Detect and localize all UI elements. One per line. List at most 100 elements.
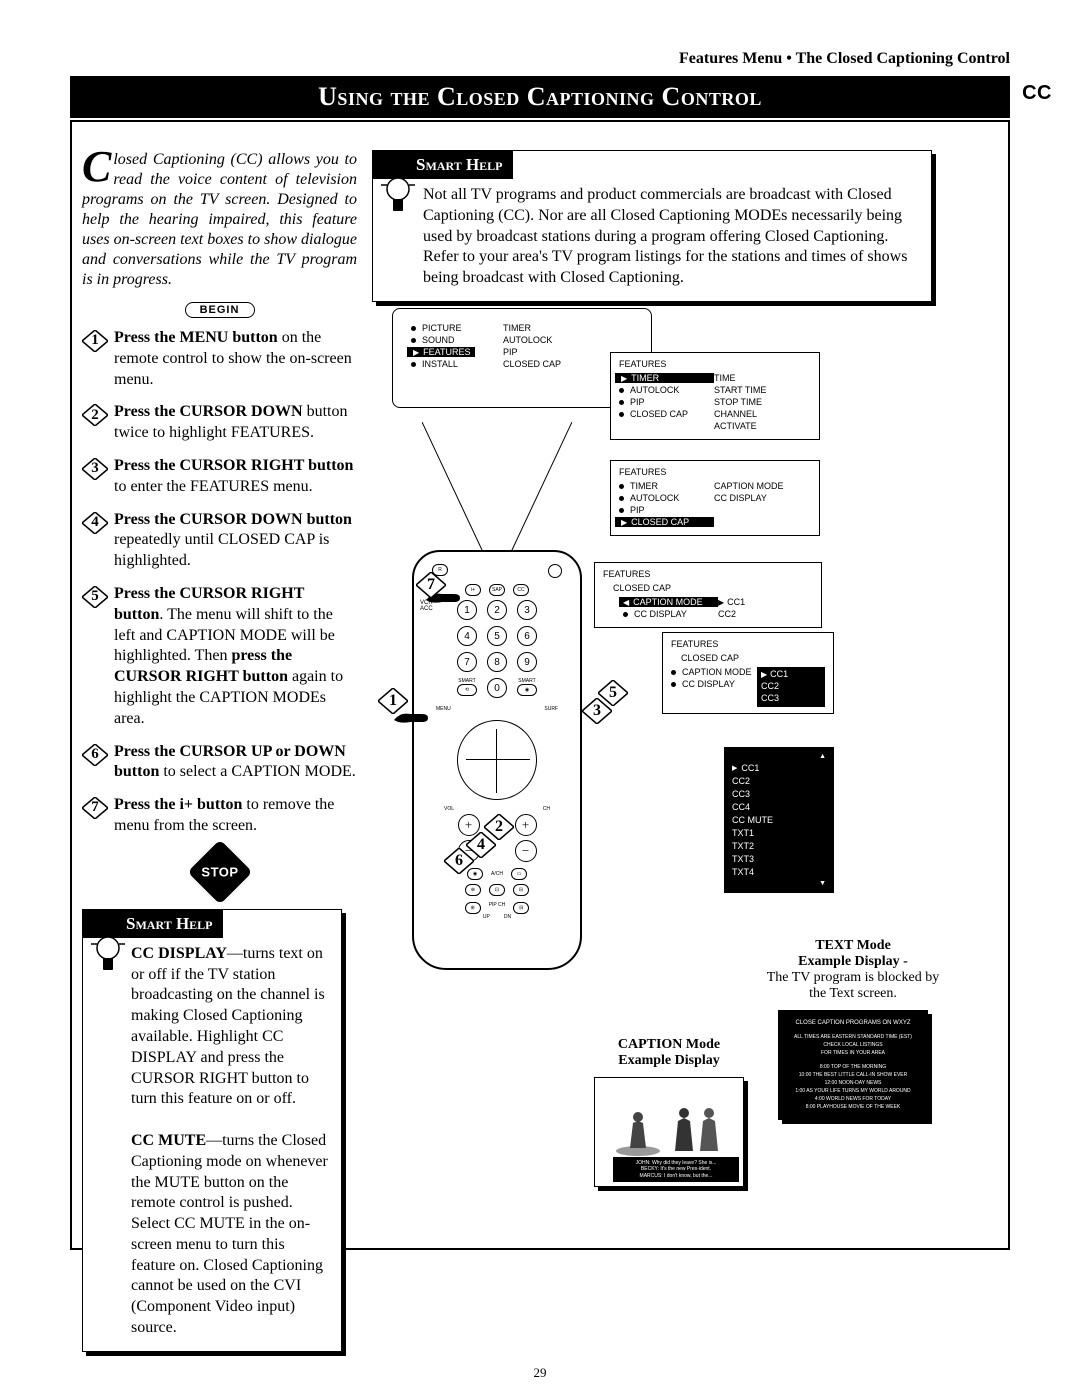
- remote-btn: ▭: [511, 868, 527, 880]
- step-body: Press the CURSOR DOWN button repeatedly …: [114, 510, 357, 572]
- submenu-features-2: FEATURES TIMER AUTOLOCK PIP ▶CLOSED CAP …: [610, 460, 820, 536]
- smart-help-top: Smart Help Not all TV programs and produ…: [372, 150, 932, 302]
- ch-down: −: [515, 840, 537, 862]
- begin-badge: BEGIN: [185, 302, 255, 318]
- menu-item: CC2: [761, 681, 821, 691]
- menu-item: PIP: [503, 347, 561, 357]
- menu-item: ▶CC1: [718, 597, 813, 607]
- page-number: 29: [534, 1365, 547, 1381]
- dpad: [457, 720, 537, 800]
- step-5: 5 Press the CURSOR RIGHT button. The men…: [82, 584, 357, 730]
- menu-item: PICTURE: [411, 323, 475, 333]
- remote-cc-button: CC: [513, 584, 529, 596]
- remote-btn: ⊕: [465, 884, 481, 896]
- step-body: Press the MENU button on the remote cont…: [114, 328, 357, 390]
- steps-list: 1 Press the MENU button on the remote co…: [82, 328, 357, 837]
- step-3: 3 Press the CURSOR RIGHT button to enter…: [82, 456, 357, 498]
- smart-help-left: Smart Help CC DISPLAY—turns text on or o…: [82, 909, 342, 1352]
- menu-item: CHANNEL: [714, 409, 811, 419]
- cc-tag: CC: [1022, 82, 1052, 105]
- step-2: 2 Press the CURSOR DOWN button twice to …: [82, 402, 357, 444]
- step-body: Press the i+ button to remove the menu f…: [114, 795, 357, 837]
- dropcap: C: [82, 150, 113, 184]
- page-title-bar: Using the Closed Captioning Control CC: [70, 76, 1010, 118]
- step-number-1: 1: [82, 330, 108, 352]
- intro-paragraph: C losed Captioning (CC) allows you to re…: [82, 150, 357, 290]
- callout-5: 5: [598, 680, 628, 710]
- step-6: 6 Press the CURSOR UP or DOWN button to …: [82, 742, 357, 784]
- menu-item: TIME: [714, 373, 811, 383]
- menu-label: MENU: [436, 706, 451, 712]
- remote-btn: ⊟: [513, 884, 529, 896]
- ch-up: +: [515, 814, 537, 836]
- menu-item: CC3: [761, 693, 821, 703]
- intro-text: losed Captioning (CC) allows you to read…: [82, 151, 357, 288]
- menu-item: PIP: [619, 505, 714, 515]
- menu-item: START TIME: [714, 385, 811, 395]
- menu-item: CC2: [718, 609, 813, 619]
- step-7: 7 Press the i+ button to remove the menu…: [82, 795, 357, 837]
- menu-item: CLOSED CAP: [619, 409, 714, 419]
- remote-btn: ⊟: [513, 902, 529, 914]
- step-number-3: 3: [82, 458, 108, 480]
- menu-item: ACTIVATE: [714, 421, 811, 431]
- menu-item-selected: ◀CAPTION MODE: [619, 597, 718, 607]
- surf-label: SURF: [544, 706, 558, 712]
- caption-mode-example: CAPTION Mode Example Display JOHN: Why d…: [584, 1037, 754, 1187]
- step-number-6: 6: [82, 744, 108, 766]
- menu-item: CLOSED CAP: [503, 359, 561, 369]
- step-number-7: 7: [82, 797, 108, 819]
- callout-6: 6: [444, 848, 474, 878]
- page-title: Using the Closed Captioning Control: [318, 82, 762, 111]
- menu-item: AUTOLOCK: [619, 493, 714, 503]
- lightbulb-icon: [381, 169, 415, 217]
- remote-sap-button: SAP: [489, 584, 505, 596]
- step-number-5: 5: [82, 586, 108, 608]
- smart-help-body-left: CC DISPLAY—turns text on or off if the T…: [83, 938, 341, 1351]
- step-body: Press the CURSOR DOWN button twice to hi…: [114, 402, 357, 444]
- cc-mode-list: ▲ ▶CC1 CC2 CC3 CC4 CC MUTE TXT1 TXT2 TXT…: [724, 747, 834, 893]
- diagram-area: PICTURE SOUND ▶FEATURES INSTALL TIMER AU…: [372, 302, 942, 1232]
- step-body: Press the CURSOR UP or DOWN button to se…: [114, 742, 357, 784]
- people-icon: [610, 1093, 730, 1163]
- submenu-closedcap-1: FEATURES CLOSED CAP ◀CAPTION MODE CC DIS…: [594, 562, 822, 628]
- menu-item: STOP TIME: [714, 397, 811, 407]
- menu-item-selected: ▶TIMER: [615, 373, 714, 383]
- menu-item-selected: ▶CLOSED CAP: [615, 517, 714, 527]
- callout-7: 7: [416, 572, 446, 602]
- stop-badge: STOP: [187, 839, 252, 904]
- menu-item: AUTOLOCK: [503, 335, 561, 345]
- smart-help-body-top: Not all TV programs and product commerci…: [373, 179, 931, 301]
- submenu-closedcap-2: FEATURES CLOSED CAP CAPTION MODE CC DISP…: [662, 632, 834, 714]
- remote-btn: ⊕: [465, 902, 481, 914]
- text-mode-example: TEXT Mode Example Display - The TV progr…: [758, 938, 948, 1120]
- callout-1: 1: [378, 688, 408, 718]
- caption-text: JOHN: Why did they leave? She is... BECK…: [613, 1157, 739, 1183]
- step-4: 4 Press the CURSOR DOWN button repeatedl…: [82, 510, 357, 572]
- menu-item: INSTALL: [411, 359, 475, 369]
- left-column: C losed Captioning (CC) allows you to re…: [82, 150, 357, 1352]
- step-number-2: 2: [82, 404, 108, 426]
- menu-item: TIMER: [619, 481, 714, 491]
- step-1: 1 Press the MENU button on the remote co…: [82, 328, 357, 390]
- menu-item-selected: ▶FEATURES: [407, 347, 475, 357]
- step-body: Press the CURSOR RIGHT button to enter t…: [114, 456, 357, 498]
- menu-item: PIP: [619, 397, 714, 407]
- step-number-4: 4: [82, 512, 108, 534]
- caption-example-display: JOHN: Why did they leave? She is... BECK…: [594, 1077, 744, 1187]
- menu-item: SOUND: [411, 335, 475, 345]
- menu-item: CC DISPLAY: [623, 609, 718, 619]
- remote-iplus-button: i+: [465, 584, 481, 596]
- menu-item: AUTOLOCK: [619, 385, 714, 395]
- menu-item: CAPTION MODE: [671, 667, 757, 677]
- text-example-display: CLOSE CAPTION PROGRAMS ON WXYZ ALL TIMES…: [778, 1010, 928, 1120]
- power-icon: [548, 564, 562, 578]
- remote-btn: ⊡: [489, 884, 505, 896]
- main-content-frame: C losed Captioning (CC) allows you to re…: [70, 120, 1010, 1250]
- header-breadcrumb: Features Menu • The Closed Captioning Co…: [70, 50, 1010, 68]
- menu-item: TIMER: [503, 323, 561, 333]
- menu-item: CC DISPLAY: [714, 493, 811, 503]
- menu-item: ▶CC1: [761, 669, 821, 679]
- remote-control: R i+ SAP CC VCRACC 123 456 789 SMART⟲ 0: [412, 550, 582, 970]
- submenu-features-1: FEATURES ▶TIMER AUTOLOCK PIP CLOSED CAP …: [610, 352, 820, 440]
